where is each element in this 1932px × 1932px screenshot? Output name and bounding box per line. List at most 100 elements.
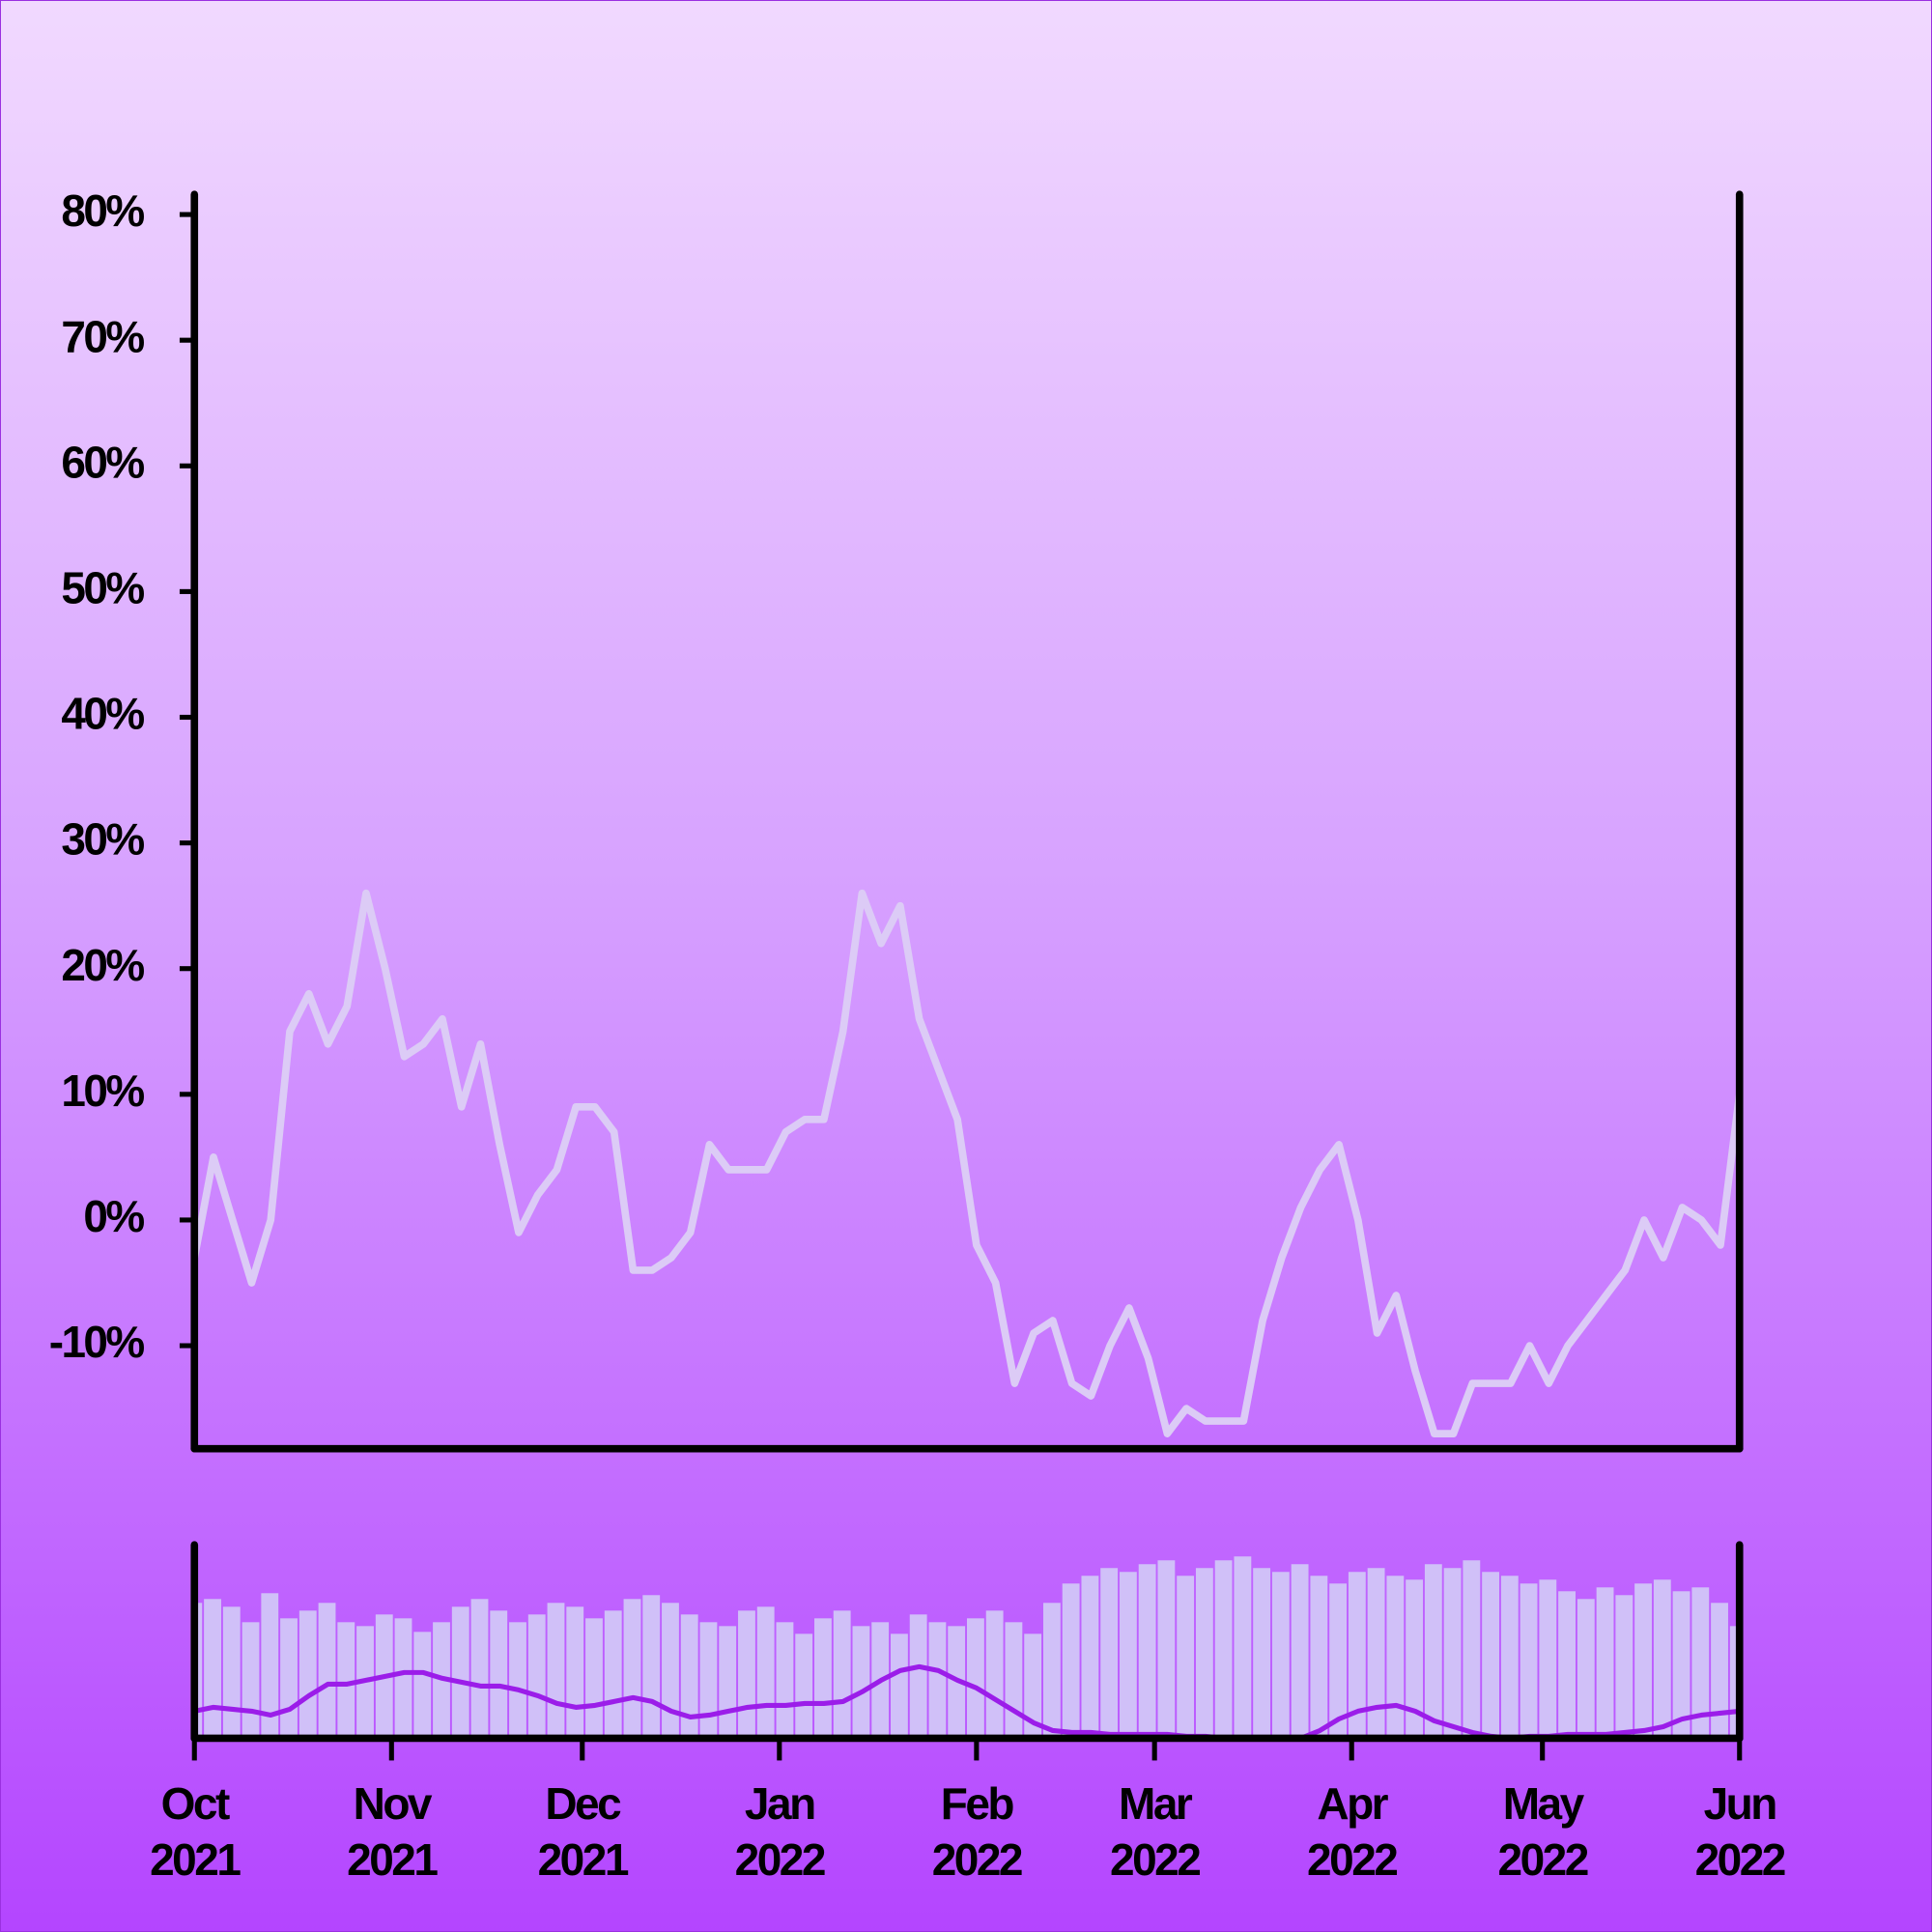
bar: [1406, 1579, 1424, 1739]
bar: [967, 1618, 984, 1739]
bar: [1653, 1579, 1671, 1739]
bar: [242, 1622, 260, 1739]
bar: [680, 1614, 698, 1739]
bar: [1024, 1634, 1042, 1739]
volume-plot: [194, 1556, 1740, 1739]
bar: [1119, 1572, 1137, 1739]
bar: [204, 1599, 221, 1739]
bar: [928, 1622, 947, 1739]
bar: [1329, 1583, 1348, 1739]
bar: [604, 1610, 622, 1739]
y-tick-label: 60%: [61, 437, 144, 487]
x-tick-label: Mar 2022: [1110, 1777, 1202, 1885]
bar: [776, 1622, 794, 1739]
bar: [985, 1610, 1004, 1739]
bar: [547, 1603, 565, 1739]
bar: [470, 1599, 489, 1739]
bar: [1062, 1583, 1080, 1739]
bar: [833, 1610, 851, 1739]
bar: [1634, 1583, 1652, 1739]
bar: [1214, 1560, 1233, 1739]
bar: [642, 1595, 661, 1739]
bar: [1729, 1626, 1740, 1739]
y-tick-label: 30%: [61, 814, 144, 865]
bar: [1539, 1579, 1557, 1739]
bar: [1482, 1572, 1499, 1739]
bar: [1558, 1591, 1576, 1739]
bar: [527, 1614, 546, 1739]
y-tick-label: 80%: [61, 185, 144, 236]
bar: [909, 1614, 927, 1739]
bar: [699, 1622, 718, 1739]
bar: [1711, 1603, 1728, 1739]
bar: [1596, 1587, 1614, 1739]
x-tick-label: Jan 2022: [734, 1777, 827, 1885]
bar: [509, 1622, 526, 1739]
bar: [1195, 1568, 1213, 1739]
bar: [1234, 1556, 1252, 1739]
bar: [318, 1603, 336, 1739]
bar: [337, 1622, 355, 1739]
bar: [1386, 1576, 1405, 1739]
bar: [1691, 1587, 1710, 1739]
bar: [1271, 1572, 1290, 1739]
bar: [1005, 1622, 1023, 1739]
bar: [795, 1634, 813, 1739]
ticks: -10% 0% 10% 20% 30% 40% 50% 60% 70% 80%: [49, 185, 1743, 1761]
bar: [1100, 1568, 1119, 1739]
bar: [1672, 1591, 1690, 1739]
y-tick-label: 50%: [61, 563, 144, 613]
main-plot: [194, 889, 1740, 1437]
bar: [1348, 1572, 1366, 1739]
bar: [451, 1606, 469, 1739]
y-tick-label: 0%: [83, 1191, 144, 1241]
bar: [194, 1603, 203, 1739]
bar: [1443, 1568, 1462, 1739]
y-tick-label: 40%: [61, 689, 144, 739]
bar: [1253, 1568, 1271, 1739]
bar: [566, 1606, 584, 1739]
y-tick-label: 70%: [61, 311, 144, 361]
bar: [1367, 1568, 1385, 1739]
bar: [891, 1634, 908, 1739]
axes: [190, 190, 1744, 1743]
bar: [1042, 1603, 1061, 1739]
bar: [261, 1593, 279, 1739]
bar: [852, 1626, 870, 1739]
bar: [490, 1610, 508, 1739]
y-tick-label: -10%: [49, 1317, 145, 1367]
bar: [1615, 1595, 1634, 1739]
x-tick-label: Apr 2022: [1307, 1777, 1399, 1885]
bar: [662, 1603, 679, 1739]
bar: [1310, 1576, 1328, 1739]
bar: [222, 1606, 241, 1739]
bar: [585, 1618, 603, 1739]
bar: [756, 1606, 775, 1739]
bar: [1291, 1564, 1309, 1739]
bar: [1138, 1564, 1156, 1739]
bar: [1424, 1564, 1442, 1739]
data-line: [194, 889, 1740, 1437]
bar: [1081, 1576, 1099, 1739]
bar: [1500, 1576, 1519, 1739]
bar: [1157, 1560, 1176, 1739]
x-tick-label: Dec 2021: [537, 1777, 630, 1885]
bar: [394, 1618, 412, 1739]
bar: [623, 1599, 641, 1739]
x-tick-label: Nov 2021: [347, 1777, 439, 1885]
x-tick-label: May 2022: [1497, 1777, 1590, 1885]
y-tick-label: 20%: [61, 940, 144, 990]
bar: [1577, 1599, 1595, 1739]
bar: [1463, 1560, 1481, 1739]
bar: [814, 1618, 832, 1739]
bar: [1177, 1576, 1195, 1739]
bar: [1520, 1583, 1538, 1739]
bar: [280, 1618, 298, 1739]
bar: [719, 1626, 737, 1739]
x-tick-label: Oct 2021: [150, 1777, 242, 1885]
x-tick-label: Feb 2022: [931, 1777, 1024, 1885]
data-line: [194, 1663, 1740, 1739]
bar: [413, 1632, 432, 1739]
x-tick-label: Jun 2022: [1694, 1777, 1787, 1885]
